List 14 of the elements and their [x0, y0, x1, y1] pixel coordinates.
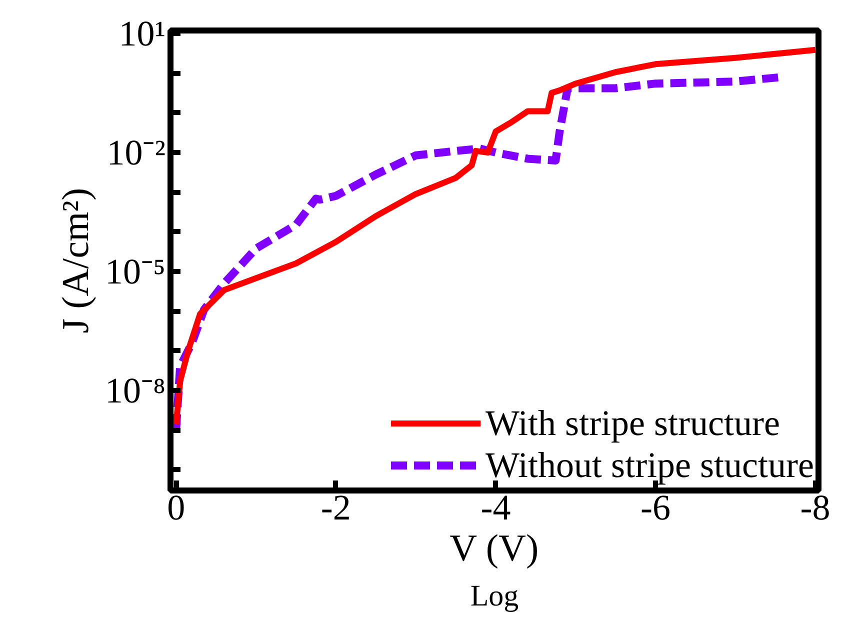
text: Log: [470, 580, 519, 612]
y-tick-label: 10⁻⁸: [104, 370, 166, 410]
x-tick-label: -4: [480, 488, 511, 528]
x-axis-title: V (V): [450, 528, 539, 570]
y-axis-title: J (A/cm²): [54, 188, 97, 334]
legend-label: Without stripe stucture: [486, 444, 814, 486]
y-tick-label: 10⁻⁵: [104, 252, 166, 292]
x-tick-label: -8: [800, 488, 830, 528]
x-tick-label: 0: [167, 488, 186, 528]
x-tick-label: -6: [640, 488, 671, 528]
y-tick-label: 10⁻²: [106, 132, 166, 173]
y-tick-label: 10¹: [118, 14, 166, 54]
x-tick-label: -2: [320, 488, 351, 528]
legend-label: With stripe structure: [486, 402, 780, 444]
